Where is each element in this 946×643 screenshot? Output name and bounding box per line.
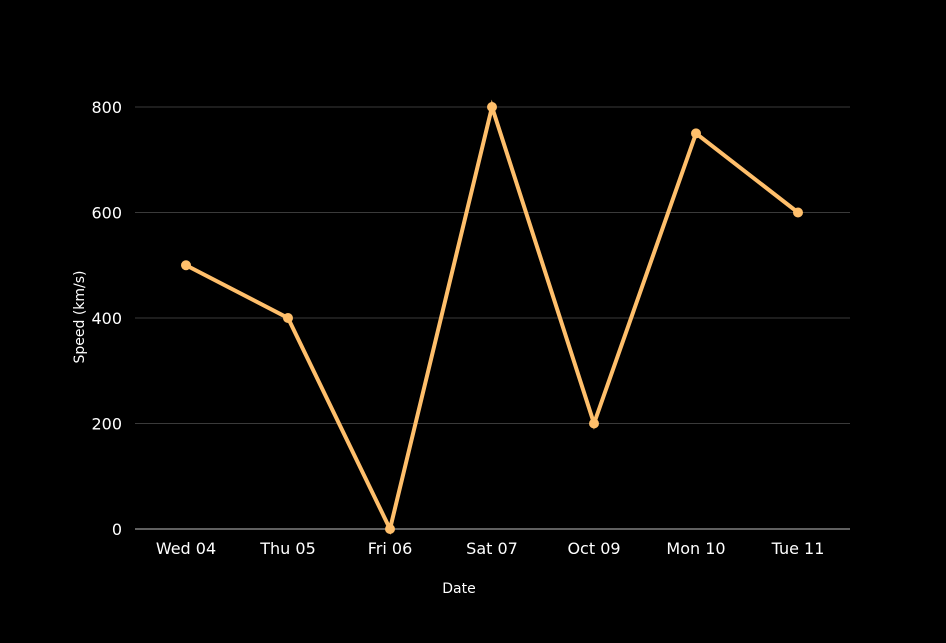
y-axis-title: Speed (km/s) [72,270,88,363]
y-tick-label: 600 [91,204,122,223]
x-tick-label: Sat 07 [466,539,518,558]
x-tick-label: Oct 09 [567,539,620,558]
y-tick-label: 0 [112,520,122,539]
data-point [691,128,701,139]
x-tick-label: Wed 04 [156,539,216,558]
x-axis-title: Date [442,581,475,597]
y-tick-label: 400 [91,309,122,328]
data-point [793,207,803,218]
x-tick-label: Mon 10 [666,539,725,558]
x-tick-label: Fri 06 [368,539,413,558]
grid [135,106,850,424]
y-axis-ticks: 0 200 400 600 800 [91,98,122,539]
data-point [589,418,599,429]
x-tick-label: Thu 05 [259,539,316,558]
series-layer [181,99,803,535]
y-tick-label: 200 [91,415,122,434]
x-axis-ticks: Wed 04 Thu 05 Fri 06 Sat 07 Oct 09 Mon 10 Tue … [156,539,825,558]
data-point [181,260,191,271]
data-point [385,524,395,534]
data-point [283,313,293,323]
data-point [487,102,497,112]
x-tick-label: Tue 11 [771,539,825,558]
y-tick-label: 800 [91,98,122,117]
